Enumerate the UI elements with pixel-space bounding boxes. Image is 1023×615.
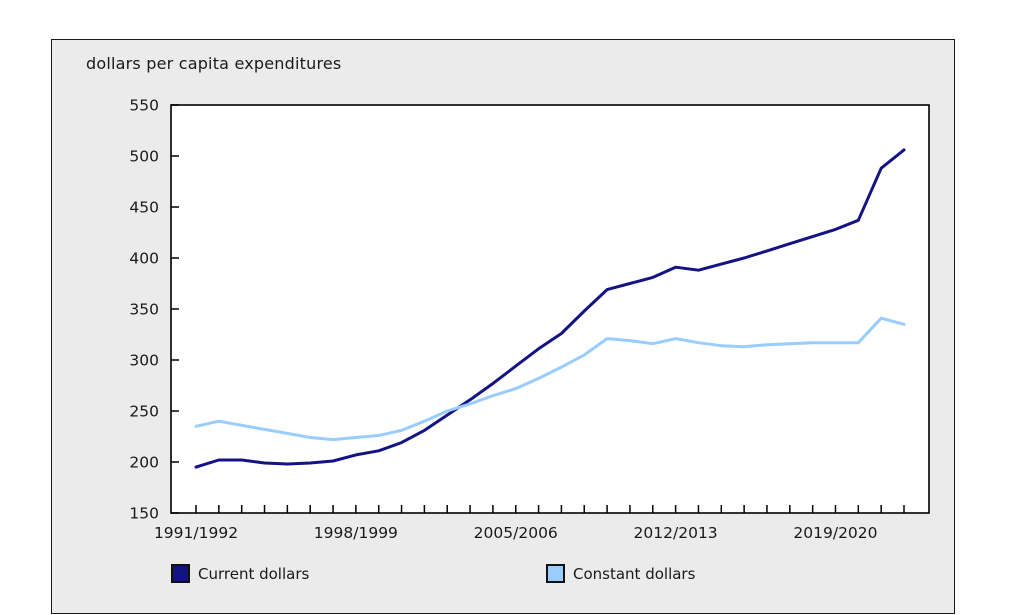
current-dollars-swatch-icon (171, 564, 190, 583)
y-axis-tick-label: 400 (129, 250, 159, 268)
y-axis-tick-label: 250 (129, 403, 159, 421)
plot-area (170, 104, 930, 514)
series-line-current-dollars (194, 148, 906, 469)
y-axis-tick-label: 450 (129, 199, 159, 217)
chart-title: dollars per capita expenditures (86, 54, 342, 73)
x-axis-tick-label: 2005/2006 (474, 524, 558, 542)
y-axis-tick-label: 500 (129, 148, 159, 166)
series-line-constant-dollars (194, 316, 906, 442)
y-axis-tick-label: 350 (129, 301, 159, 319)
y-axis-tick-label: 200 (129, 454, 159, 472)
chart-legend: Current dollars Constant dollars (52, 564, 954, 588)
legend-label-constant-dollars: Constant dollars (573, 564, 696, 583)
y-axis-tick-label: 550 (129, 97, 159, 115)
x-axis-tick-label: 2012/2013 (634, 524, 718, 542)
x-axis-tick-label: 1991/1992 (154, 524, 238, 542)
y-axis-tick-label: 150 (129, 505, 159, 523)
x-axis-tick-label: 1998/1999 (314, 524, 398, 542)
legend-item-current-dollars: Current dollars (171, 564, 309, 583)
legend-label-current-dollars: Current dollars (198, 564, 310, 583)
chart-panel: dollars per capita expenditures 150 200 25… (51, 39, 955, 614)
constant-dollars-swatch-icon (546, 564, 565, 583)
legend-item-constant-dollars: Constant dollars (546, 564, 695, 583)
line-chart: 150 200 250 300 350 400 450 500 550 1991/1992 1998… (129, 97, 930, 542)
y-axis-tick-label: 300 (129, 352, 159, 370)
x-axis-tick-label: 2019/2020 (793, 524, 877, 542)
